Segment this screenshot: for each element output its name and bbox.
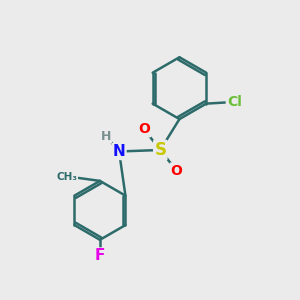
Text: Cl: Cl bbox=[227, 95, 242, 109]
Text: N: N bbox=[113, 144, 125, 159]
Text: S: S bbox=[154, 141, 166, 159]
Text: H: H bbox=[100, 130, 111, 143]
Text: F: F bbox=[95, 248, 105, 263]
Text: O: O bbox=[171, 164, 182, 178]
Text: CH₃: CH₃ bbox=[56, 172, 77, 182]
Text: O: O bbox=[138, 122, 150, 136]
